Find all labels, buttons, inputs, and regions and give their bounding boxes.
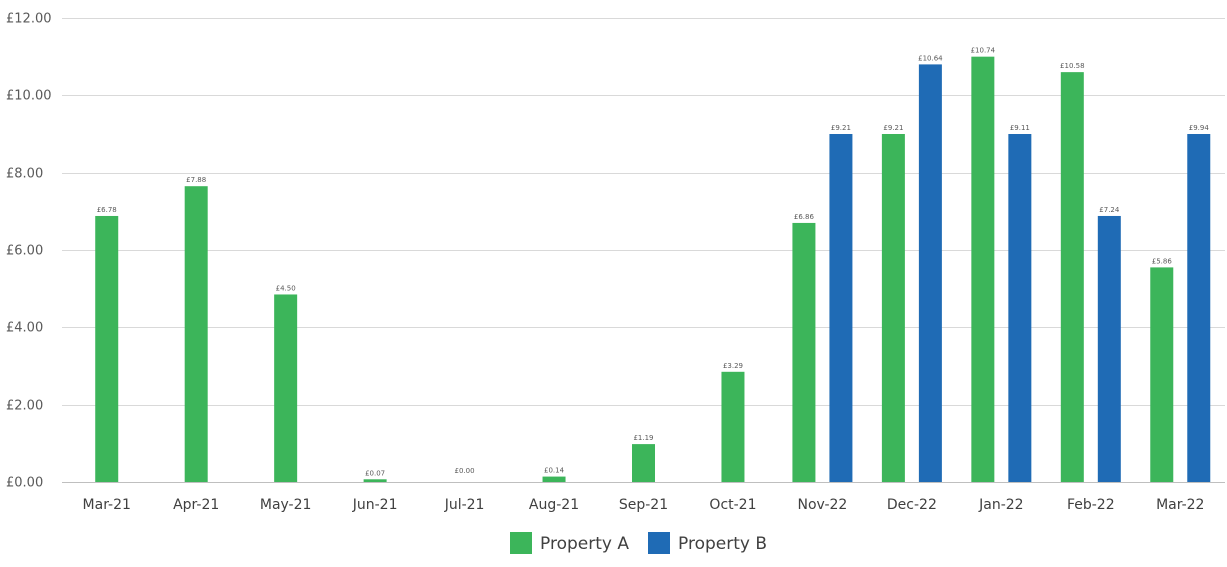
bar-property-a (792, 222, 816, 482)
x-tick-label: May-21 (260, 497, 312, 513)
data-labels: £6.78 £7.88 £4.50 £0.07 £0.00 £0.14 £1.19 £3.29… (97, 47, 1210, 478)
x-tick-label: Jun-21 (352, 497, 398, 513)
y-tick-label: £0.00 (6, 476, 43, 491)
data-label: £1.19 (633, 434, 653, 442)
x-tick-label: Oct-21 (709, 497, 756, 513)
y-tick-label: £4.00 (6, 321, 43, 336)
bar-property-a (721, 371, 745, 482)
bar-property-a (542, 476, 566, 482)
legend-label-property-a: Property A (540, 534, 629, 554)
data-label: £10.64 (918, 54, 943, 62)
legend-swatch-property-b (648, 532, 670, 554)
bar-property-a (971, 56, 995, 483)
data-label: £10.74 (971, 47, 996, 55)
bar-property-b (1097, 215, 1121, 482)
data-label: £0.00 (455, 467, 475, 475)
y-axis-ticks: £0.00 £2.00 £4.00 £6.00 £8.00 £10.00 £12.00 (6, 12, 52, 491)
bar-property-a (1150, 267, 1174, 482)
bar-property-b (918, 64, 942, 483)
x-tick-label: Mar-22 (1156, 497, 1204, 513)
y-tick-label: £10.00 (6, 89, 52, 104)
legend-swatch-property-a (510, 532, 532, 554)
x-tick-label: Feb-22 (1067, 497, 1115, 513)
data-label: £0.14 (544, 467, 565, 475)
bar-property-b (1008, 134, 1032, 482)
x-tick-label: Apr-21 (173, 497, 219, 513)
bar-property-a (274, 294, 298, 482)
legend: Property A Property B (510, 532, 767, 554)
data-label: £9.94 (1189, 124, 1210, 132)
data-label: £10.58 (1060, 62, 1085, 70)
data-label: £6.86 (794, 213, 815, 221)
data-label: £9.11 (1010, 124, 1030, 132)
data-label: £9.21 (831, 124, 851, 132)
x-axis-ticks: Mar-21 Apr-21 May-21 Jun-21 Jul-21 Aug-21 Sep-… (83, 497, 1205, 513)
legend-label-property-b: Property B (678, 534, 767, 554)
data-label: £3.29 (723, 362, 743, 370)
y-tick-label: £2.00 (6, 399, 43, 414)
bar-property-b (1187, 134, 1211, 482)
y-tick-label: £6.00 (6, 244, 43, 259)
x-tick-label: Mar-21 (83, 497, 131, 513)
data-label: £5.86 (1152, 257, 1173, 265)
bar-property-a (95, 215, 119, 482)
data-label: £7.88 (186, 176, 206, 184)
data-label: £6.78 (97, 206, 117, 214)
bar-property-a (184, 186, 208, 482)
bar-property-b (829, 134, 853, 482)
x-tick-label: Jan-22 (978, 497, 1023, 513)
x-tick-label: Jul-21 (444, 497, 485, 513)
data-label: £9.21 (883, 124, 903, 132)
data-label: £4.50 (276, 284, 296, 292)
data-label: £0.07 (365, 469, 385, 477)
bar-property-a (881, 134, 905, 482)
x-tick-label: Sep-21 (619, 497, 668, 513)
x-tick-label: Dec-22 (887, 497, 937, 513)
x-tick-label: Nov-22 (798, 497, 848, 513)
bar-property-a (1060, 72, 1084, 482)
bar-property-a (632, 444, 655, 482)
data-label: £7.24 (1099, 206, 1120, 214)
gridlines (62, 18, 1225, 483)
y-tick-label: £12.00 (6, 12, 52, 27)
bar-property-a (363, 479, 387, 482)
bars (95, 56, 1211, 483)
x-tick-label: Aug-21 (529, 497, 579, 513)
y-tick-label: £8.00 (6, 167, 43, 182)
